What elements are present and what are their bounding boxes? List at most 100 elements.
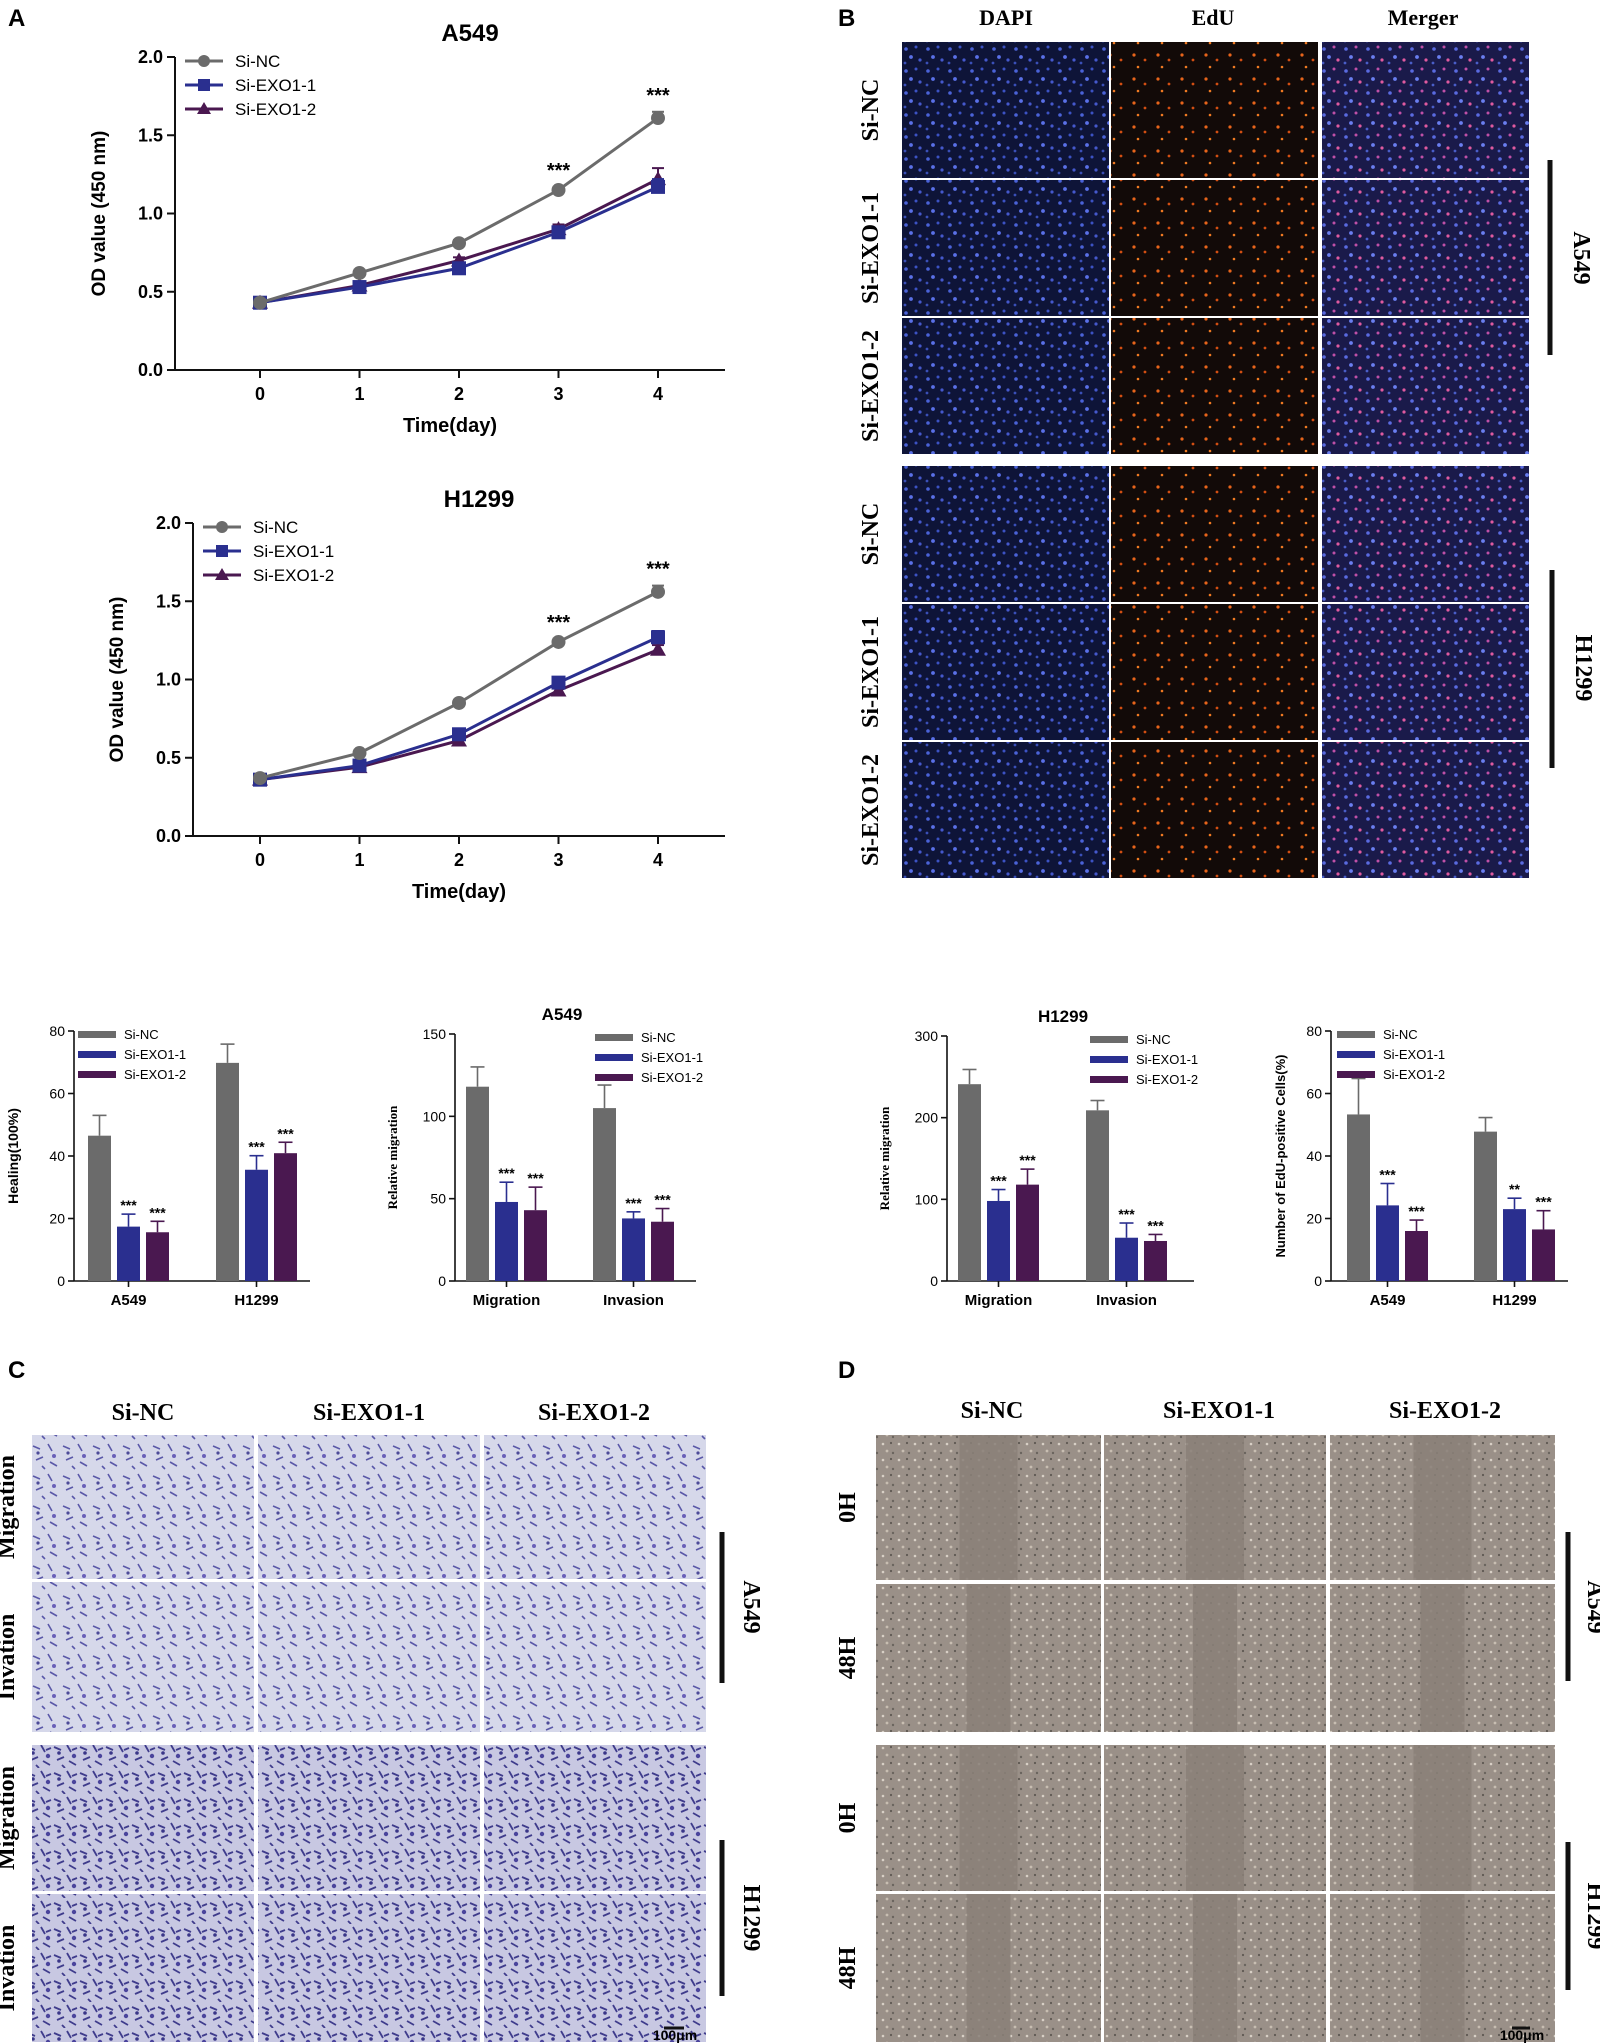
bar [146, 1232, 169, 1281]
legend-swatch [1090, 1036, 1128, 1043]
bar [651, 1221, 674, 1281]
transwell-image [258, 1582, 480, 1732]
data-point [551, 225, 566, 240]
legend-label: Si-NC [641, 1030, 676, 1045]
legend-label: Si-EXO1-1 [1136, 1052, 1198, 1067]
edu-image [1111, 180, 1318, 316]
legend-marker [198, 79, 210, 91]
bar [958, 1084, 981, 1281]
wound-gap [966, 1894, 1011, 2042]
y-tick-label: 0 [1314, 1273, 1322, 1289]
edu-row-label: Si-EXO1-2 [858, 754, 884, 866]
x-tick-label: A549 [111, 1292, 147, 1309]
data-point [551, 183, 566, 198]
wound-row-label: 48H [835, 1946, 861, 1989]
bar [1532, 1229, 1555, 1281]
edu-image [1111, 42, 1318, 178]
significance-label: *** [1147, 1217, 1164, 1233]
d-col-si-exo1-2: Si-EXO1-2 [1389, 1398, 1501, 1424]
bar [1376, 1205, 1399, 1281]
legend-label: Si-EXO1-2 [1383, 1067, 1445, 1082]
chart-title: A549 [542, 1005, 583, 1024]
legend-label: Si-EXO1-2 [1136, 1072, 1198, 1087]
wound-gap [1413, 1435, 1472, 1580]
edu-image [1111, 466, 1318, 602]
significance-label: *** [277, 1125, 294, 1141]
data-point [651, 630, 665, 645]
legend-swatch [78, 1031, 116, 1038]
y-axis-label: Healing(100%) [5, 1108, 21, 1204]
transwell-image [32, 1894, 254, 2042]
x-tick-label: 1 [354, 850, 364, 870]
wound-healing-panel: Si-NC Si-EXO1-1 Si-EXO1-2 0H 48H 0H 48H A54… [835, 1398, 1600, 2043]
legend-label: Si-EXO1-2 [641, 1070, 703, 1085]
edu-image [1322, 318, 1529, 454]
significance-label: *** [527, 1170, 544, 1186]
wound-gap [966, 1584, 1011, 1732]
bar [495, 1201, 518, 1281]
significance-label: *** [547, 612, 571, 634]
edu-staining-panel: DAPI EdU Merger Si-NC Si-EXO1-1 Si-EXO1-2 S… [858, 5, 1596, 878]
transwell-image [32, 1745, 254, 1891]
y-tick-label: 100 [423, 1108, 447, 1124]
legend-swatch [595, 1034, 633, 1041]
y-tick-label: 2.0 [156, 513, 181, 533]
legend-swatch [1337, 1031, 1375, 1038]
edu-image [902, 466, 1109, 602]
series-line-si-nc [259, 590, 659, 780]
bar [622, 1218, 645, 1281]
y-tick-label: 100 [915, 1191, 939, 1207]
legend-label: Si-NC [1136, 1032, 1171, 1047]
c-scale-label: 100μm [653, 2027, 697, 2043]
y-tick-label: 0.0 [156, 826, 181, 846]
edu-image [902, 180, 1109, 316]
legend-swatch [78, 1071, 116, 1078]
y-tick-label: 0 [930, 1273, 938, 1289]
transwell-image [484, 1435, 706, 1579]
bar [1347, 1114, 1370, 1281]
edu-image [902, 42, 1109, 178]
b-col-edu: EdU [1192, 5, 1235, 30]
x-tick-label: H1299 [234, 1292, 278, 1309]
x-tick-label: 3 [553, 384, 563, 404]
edu-row-label: Si-NC [858, 79, 884, 142]
y-tick-label: 0.0 [138, 360, 163, 380]
legend-label: Si-NC [1383, 1027, 1418, 1042]
x-axis-label: Time(day) [403, 415, 497, 437]
edu-row-label: Si-EXO1-1 [858, 192, 884, 304]
panel-letter-a: A [8, 5, 25, 32]
wound-row-label: 0H [835, 1492, 861, 1523]
bar [1474, 1131, 1497, 1281]
bar [1405, 1231, 1428, 1281]
c-group-label-h1299: H1299 [738, 1885, 764, 1952]
edu-image [1322, 604, 1529, 740]
data-point [452, 727, 466, 742]
bar [987, 1200, 1010, 1281]
wound-gap [1420, 1584, 1465, 1732]
legend-marker [216, 545, 228, 557]
significance-label: *** [990, 1173, 1007, 1189]
legend-marker [198, 55, 210, 67]
bar [466, 1086, 489, 1281]
edu-image [1111, 742, 1318, 878]
bar [593, 1108, 616, 1281]
edu-image [1111, 604, 1318, 740]
c-group-label-a549: A549 [738, 1580, 764, 1633]
legend-marker [197, 102, 211, 114]
data-point [551, 675, 566, 690]
y-tick-label: 150 [423, 1026, 447, 1042]
bar [1144, 1240, 1167, 1281]
y-tick-label: 0 [438, 1273, 446, 1289]
bar [216, 1062, 239, 1281]
x-tick-label: 3 [553, 850, 563, 870]
data-point [253, 295, 267, 310]
transwell-panel: Si-NC Si-EXO1-1 Si-EXO1-2 Migration Invat… [0, 1400, 764, 2043]
data-point [452, 261, 466, 276]
wound-gap [1193, 1584, 1237, 1732]
x-tick-label: 0 [255, 850, 265, 870]
data-point [651, 584, 665, 599]
bar [274, 1153, 297, 1281]
legend-swatch [1090, 1076, 1128, 1083]
significance-label: *** [646, 85, 670, 107]
